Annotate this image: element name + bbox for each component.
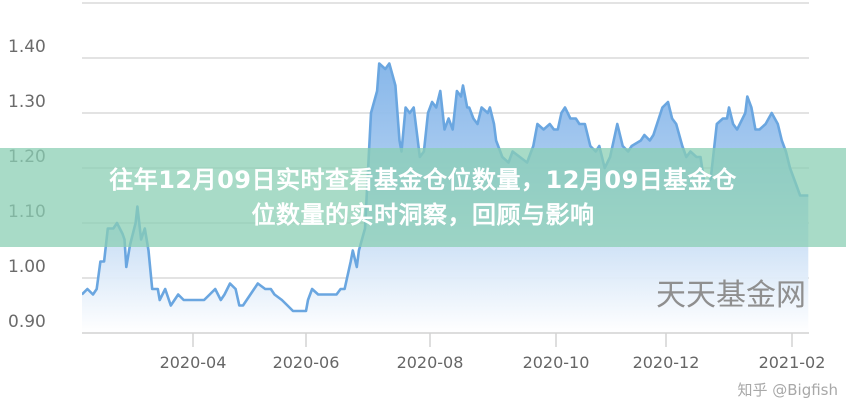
- source-watermark: 天天基金网: [656, 278, 806, 313]
- zhihu-watermark: 知乎 @Bigfish: [737, 381, 838, 399]
- y-tick-label: 1.40: [8, 37, 46, 57]
- x-tick-label: 2021-02: [759, 353, 826, 372]
- y-tick-label: 0.90: [8, 312, 46, 332]
- x-tick-label: 2020-06: [273, 353, 340, 372]
- x-tick-label: 2020-12: [633, 353, 700, 372]
- x-tick-label: 2020-10: [523, 353, 590, 372]
- series-line: [82, 62, 809, 313]
- headline-line-1: 往年12月09日实时查看基金仓位数量，12月09日基金仓: [109, 165, 737, 194]
- x-tick-label: 2020-08: [397, 353, 464, 372]
- y-tick-label: 1.30: [8, 92, 46, 112]
- y-tick-label: 1.00: [8, 257, 46, 277]
- x-axis-ticks: 2020-04 2020-06 2020-08 2020-10 2020-12 2021-…: [160, 333, 826, 372]
- headline-line-2: 位数量的实时洞察，回顾与影响: [251, 200, 595, 229]
- headline-banner: 往年12月09日实时查看基金仓位数量，12月09日基金仓 位数量的实时洞察，回顾…: [0, 148, 846, 247]
- x-tick-label: 2020-04: [160, 353, 227, 372]
